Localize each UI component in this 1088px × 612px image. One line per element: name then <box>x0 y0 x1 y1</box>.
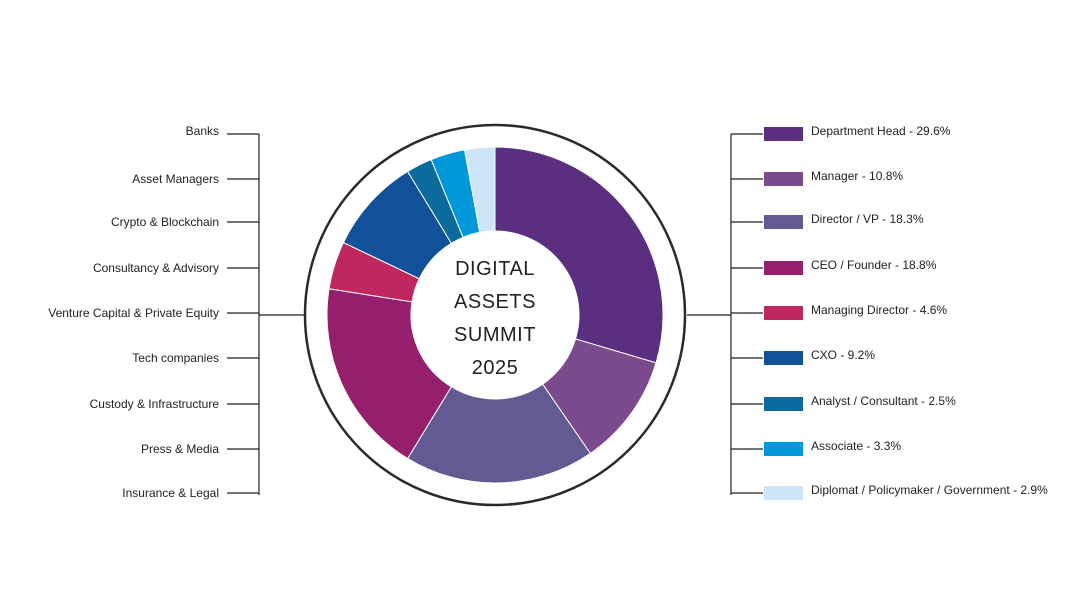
category-label: Insurance & Legal <box>122 486 219 500</box>
legend-label: Director / VP - 18.3% <box>811 212 924 226</box>
category-label: Crypto & Blockchain <box>111 215 219 229</box>
legend-label: CEO / Founder - 18.8% <box>811 258 937 272</box>
legend-swatch <box>764 127 803 141</box>
category-label: Banks <box>186 124 219 138</box>
center-title-line2: ASSETS <box>454 291 536 313</box>
center-title-line1: DIGITAL <box>455 258 535 280</box>
legend-swatch <box>764 172 803 186</box>
legend-swatch <box>764 486 803 500</box>
legend-label: Manager - 10.8% <box>811 169 903 183</box>
legend-label: Department Head - 29.6% <box>811 124 951 138</box>
right-bracket <box>687 134 732 495</box>
legend-label: Analyst / Consultant - 2.5% <box>811 394 956 408</box>
legend-swatch <box>764 397 803 411</box>
legend-label: Associate - 3.3% <box>811 439 901 453</box>
donut-hole <box>411 231 579 399</box>
category-label: Press & Media <box>141 442 219 456</box>
center-title: DIGITAL ASSETS SUMMIT 2025 <box>454 258 536 379</box>
category-label: Venture Capital & Private Equity <box>48 306 219 320</box>
left-ticks <box>227 133 259 494</box>
legend-swatch <box>764 442 803 456</box>
category-label: Custody & Infrastructure <box>90 397 220 411</box>
legend-swatch <box>764 351 803 365</box>
legend-swatch <box>764 261 803 275</box>
category-label: Consultancy & Advisory <box>93 261 219 275</box>
center-title-line3: SUMMIT <box>454 324 536 346</box>
category-label: Asset Managers <box>132 172 219 186</box>
legend-label: Managing Director - 4.6% <box>811 303 947 317</box>
left-bracket <box>258 134 305 495</box>
legend-swatch <box>764 306 803 320</box>
category-list: Banks Asset Managers Crypto & Blockchain… <box>48 124 219 500</box>
legend-label: CXO - 9.2% <box>811 348 875 362</box>
legend-label: Diplomat / Policymaker / Government - 2.… <box>811 483 1048 497</box>
legend: Department Head - 29.6% Manager - 10.8% Di… <box>764 124 1048 500</box>
right-ticks <box>731 133 763 494</box>
legend-swatch <box>764 215 803 229</box>
center-title-year: 2025 <box>472 357 519 379</box>
category-label: Tech companies <box>132 351 219 365</box>
